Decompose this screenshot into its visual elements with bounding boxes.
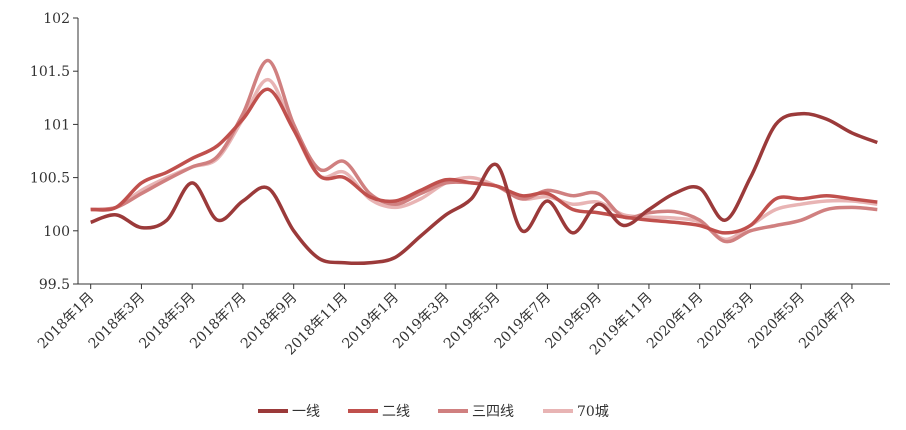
series-line (90, 87, 878, 235)
y-tick-label: 101 (43, 117, 70, 133)
y-tick-label: 100.5 (30, 171, 70, 187)
legend-label: 一线 (292, 404, 320, 420)
y-tick-label: 99.5 (39, 277, 70, 293)
legend-label: 三四线 (472, 404, 514, 420)
series-line (90, 111, 878, 266)
legend-label: 二线 (382, 404, 410, 420)
y-tick-label: 102 (43, 11, 70, 27)
y-tick-label: 100 (43, 224, 70, 240)
y-tick-label: 101.5 (30, 64, 70, 80)
legend-label: 70城 (577, 404, 609, 420)
